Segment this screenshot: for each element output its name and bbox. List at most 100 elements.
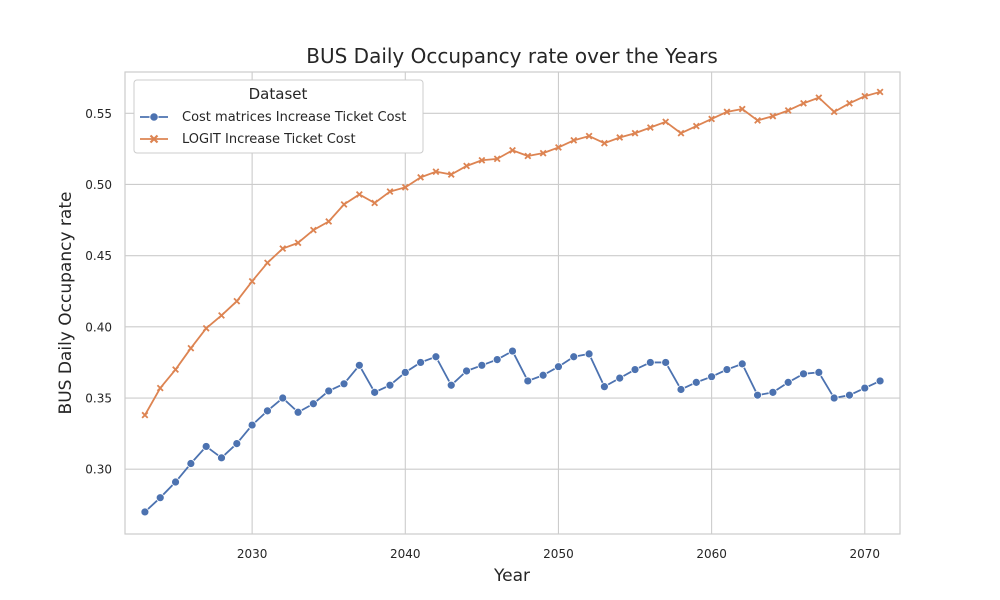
data-point-cost-matrices bbox=[845, 390, 854, 400]
legend-marker-circle-icon bbox=[149, 112, 159, 122]
data-point-logit bbox=[738, 105, 746, 113]
y-axis-title: BUS Daily Occupancy rate bbox=[56, 192, 76, 415]
data-point-logit bbox=[616, 134, 624, 141]
data-point-cost-matrices bbox=[217, 453, 226, 463]
data-point-cost-matrices bbox=[645, 358, 655, 367]
data-point-logit bbox=[202, 324, 210, 332]
data-point-logit bbox=[539, 149, 547, 157]
data-point-logit bbox=[294, 239, 302, 247]
legend-title: Dataset bbox=[249, 85, 308, 103]
series-group bbox=[140, 88, 885, 517]
data-point-cost-matrices bbox=[446, 380, 456, 390]
data-point-logit bbox=[218, 312, 225, 319]
data-point-logit bbox=[646, 124, 654, 131]
data-point-logit bbox=[631, 129, 639, 137]
data-point-cost-matrices bbox=[554, 362, 563, 372]
data-point-logit bbox=[141, 411, 149, 419]
data-point-cost-matrices bbox=[615, 373, 625, 383]
data-point-cost-matrices bbox=[247, 420, 257, 430]
data-point-cost-matrices bbox=[599, 382, 609, 392]
data-point-cost-matrices bbox=[691, 377, 701, 387]
data-point-cost-matrices bbox=[492, 355, 502, 364]
data-point-logit bbox=[493, 155, 501, 163]
data-point-cost-matrices bbox=[676, 385, 686, 394]
data-point-logit bbox=[754, 116, 761, 124]
data-point-logit bbox=[371, 199, 379, 207]
data-point-cost-matrices bbox=[354, 360, 364, 370]
x-axis-ticks: 2030 2040 2050 2060 2070 bbox=[237, 547, 880, 561]
data-point-cost-matrices bbox=[339, 379, 349, 389]
data-point-cost-matrices bbox=[201, 442, 211, 451]
data-point-cost-matrices bbox=[278, 393, 288, 403]
data-point-cost-matrices bbox=[140, 507, 150, 517]
legend-marker-x-icon bbox=[149, 134, 159, 144]
x-tick-label: 2040 bbox=[390, 547, 421, 561]
data-point-logit bbox=[248, 277, 256, 285]
data-point-cost-matrices bbox=[768, 387, 778, 397]
data-point-cost-matrices bbox=[431, 352, 441, 362]
data-point-logit bbox=[432, 168, 440, 176]
data-point-logit bbox=[861, 92, 869, 100]
data-point-cost-matrices bbox=[737, 359, 747, 369]
data-point-logit bbox=[524, 152, 532, 160]
data-point-logit bbox=[478, 156, 486, 164]
y-tick-label: 0.35 bbox=[85, 392, 112, 406]
data-point-cost-matrices bbox=[400, 368, 410, 377]
data-point-logit bbox=[309, 226, 317, 234]
data-point-cost-matrices bbox=[569, 352, 579, 362]
data-point-logit bbox=[172, 366, 179, 373]
data-point-cost-matrices bbox=[753, 390, 762, 400]
data-point-cost-matrices bbox=[186, 459, 196, 468]
data-point-cost-matrices bbox=[722, 365, 732, 374]
data-point-cost-matrices bbox=[171, 477, 180, 487]
legend-label-logit: LOGIT Increase Ticket Cost bbox=[182, 132, 356, 147]
data-point-logit bbox=[600, 139, 608, 147]
data-point-cost-matrices bbox=[630, 365, 640, 374]
data-point-logit bbox=[401, 183, 409, 191]
y-tick-label: 0.55 bbox=[85, 107, 112, 121]
data-point-logit bbox=[233, 297, 241, 305]
data-point-cost-matrices bbox=[308, 399, 318, 409]
data-point-logit bbox=[279, 245, 287, 252]
data-point-logit bbox=[156, 384, 164, 392]
data-point-cost-matrices bbox=[155, 493, 165, 503]
data-point-logit bbox=[417, 173, 425, 181]
legend-label-cost-matrices: Cost matrices Increase Ticket Cost bbox=[182, 110, 406, 125]
data-point-cost-matrices bbox=[875, 376, 885, 386]
data-point-cost-matrices bbox=[232, 439, 242, 448]
y-axis-ticks: 0.30 0.35 0.40 0.45 0.50 0.55 bbox=[85, 107, 112, 477]
data-point-logit bbox=[723, 108, 731, 116]
data-point-logit bbox=[708, 115, 716, 123]
x-tick-label: 2070 bbox=[849, 547, 880, 561]
data-point-cost-matrices bbox=[661, 358, 671, 367]
data-point-cost-matrices bbox=[799, 369, 808, 379]
x-tick-label: 2030 bbox=[237, 547, 268, 561]
data-point-cost-matrices bbox=[324, 386, 334, 396]
data-point-logit bbox=[677, 129, 685, 137]
y-tick-label: 0.30 bbox=[85, 463, 112, 477]
x-tick-label: 2060 bbox=[696, 547, 727, 561]
data-point-logit bbox=[264, 259, 271, 267]
data-point-cost-matrices bbox=[814, 368, 824, 377]
data-point-logit bbox=[585, 132, 593, 140]
data-point-cost-matrices bbox=[508, 346, 517, 356]
data-point-logit bbox=[876, 88, 884, 96]
data-point-logit bbox=[662, 118, 670, 126]
data-point-logit bbox=[692, 122, 700, 130]
data-point-logit bbox=[555, 144, 562, 151]
data-point-cost-matrices bbox=[783, 377, 793, 387]
y-tick-label: 0.40 bbox=[85, 320, 112, 334]
chart-title: BUS Daily Occupancy rate over the Years bbox=[306, 44, 717, 68]
data-point-cost-matrices bbox=[707, 372, 717, 382]
x-axis-title: Year bbox=[493, 566, 530, 586]
data-point-logit bbox=[846, 99, 853, 107]
data-point-cost-matrices bbox=[477, 360, 487, 370]
data-point-cost-matrices bbox=[293, 407, 303, 417]
data-point-cost-matrices bbox=[829, 393, 839, 403]
legend-box bbox=[133, 79, 424, 154]
data-point-logit bbox=[386, 188, 394, 196]
data-point-logit bbox=[769, 112, 777, 120]
legend: Dataset Cost matrices Increase Ticket Co… bbox=[133, 79, 424, 154]
data-point-cost-matrices bbox=[538, 370, 548, 380]
